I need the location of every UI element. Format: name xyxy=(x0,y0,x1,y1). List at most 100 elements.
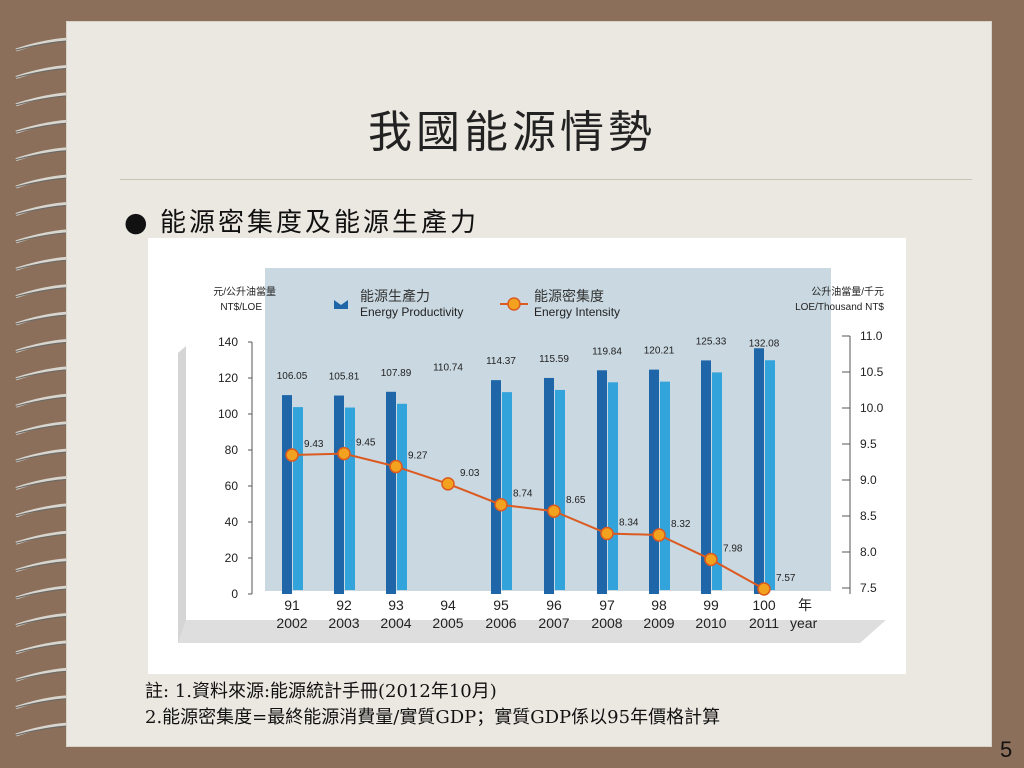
bar-dark xyxy=(491,380,501,594)
right-axis-tick-label: 11.0 xyxy=(860,329,883,343)
bar-value-label: 110.74 xyxy=(433,363,463,374)
x-tick-roc: 98 xyxy=(651,597,667,613)
intensity-value-label: 8.32 xyxy=(671,519,691,530)
x-tick-roc: 93 xyxy=(388,597,404,613)
x-tick-roc: 92 xyxy=(336,597,352,613)
bar-dark xyxy=(754,348,764,594)
bar-value-label: 107.89 xyxy=(381,368,412,379)
right-axis-tick-label: 7.5 xyxy=(860,581,877,595)
intensity-value-label: 8.74 xyxy=(513,489,533,500)
legend-productivity-en: Energy Productivity xyxy=(360,305,463,319)
bar-light xyxy=(502,392,512,590)
legend-intensity-en: Energy Intensity xyxy=(534,305,620,319)
bar-value-label: 132.08 xyxy=(749,338,780,349)
x-tick-roc: 91 xyxy=(284,597,300,613)
title-divider xyxy=(120,179,972,180)
intensity-value-label: 9.43 xyxy=(304,439,324,450)
bar-value-label: 119.84 xyxy=(592,346,622,357)
legend-marker-icon xyxy=(507,297,521,311)
bar-dark xyxy=(282,395,292,594)
chart-frame-left xyxy=(178,346,186,643)
bar-dark xyxy=(386,391,396,594)
right-axis-tick-label: 10.5 xyxy=(860,365,884,379)
intensity-marker xyxy=(494,497,508,512)
bar-value-label: 115.59 xyxy=(539,354,569,365)
x-unit-cn: 年 xyxy=(798,597,812,613)
bar-light xyxy=(765,360,775,590)
right-axis-label-cn: 公升油當量/千元 xyxy=(811,285,884,298)
intensity-marker xyxy=(441,477,455,491)
bar-light xyxy=(660,381,670,590)
bullet-dot-icon: ● xyxy=(124,207,148,238)
right-axis-tick-label: 9.0 xyxy=(860,473,877,487)
left-axis-label-en: NT$/LOE xyxy=(220,302,262,313)
left-axis-tick-label: 40 xyxy=(225,515,239,529)
left-axis-tick-label: 100 xyxy=(218,407,238,421)
right-axis-tick-label: 8.0 xyxy=(860,545,877,559)
bar-light xyxy=(293,407,303,590)
left-axis-label-cn: 元/公升油當量 xyxy=(213,285,276,298)
x-tick-ad: 2004 xyxy=(380,615,411,631)
x-tick-ad: 2009 xyxy=(643,615,674,631)
bar-value-label: 125.33 xyxy=(696,336,727,347)
left-axis-tick-label: 60 xyxy=(225,479,239,493)
bar-dark xyxy=(544,377,554,594)
chart-card: 0 20 40 60 80 100 120 140 元/公升油當量 NT$/LOE 7.5 8.0 8.… xyxy=(148,238,906,674)
x-tick-ad: 2006 xyxy=(485,615,516,631)
right-axis-tick-label: 9.5 xyxy=(860,437,877,451)
intensity-value-label: 9.45 xyxy=(356,438,376,449)
x-tick-ad: 2007 xyxy=(538,615,569,631)
left-axis-tick-label: 80 xyxy=(225,443,239,457)
bar-value-label: 106.05 xyxy=(277,371,308,382)
x-tick-ad: 2003 xyxy=(328,615,359,631)
legend-intensity-cn: 能源密集度 xyxy=(534,288,604,305)
bar-value-label: 120.21 xyxy=(644,346,675,357)
x-tick-roc: 96 xyxy=(546,597,562,613)
intensity-marker xyxy=(389,459,403,474)
x-tick-roc: 100 xyxy=(752,597,776,613)
bar-dark xyxy=(649,369,659,594)
right-axis-tick-label: 10.0 xyxy=(860,401,884,415)
page-number: 5 xyxy=(1000,737,1013,762)
intensity-value-label: 8.65 xyxy=(566,495,586,506)
intensity-marker xyxy=(600,526,614,541)
bar-value-label: 105.81 xyxy=(329,372,360,383)
bar-dark xyxy=(701,360,711,594)
intensity-marker xyxy=(652,528,666,542)
x-tick-roc: 94 xyxy=(440,597,456,613)
bar-dark xyxy=(597,370,607,594)
x-tick-roc: 95 xyxy=(493,597,509,613)
x-tick-ad: 2010 xyxy=(695,615,726,631)
chart-frame-bottom xyxy=(178,620,886,643)
intensity-value-label: 9.27 xyxy=(408,451,428,462)
intensity-value-label: 9.03 xyxy=(460,468,480,479)
left-axis-tick-label: 20 xyxy=(225,551,239,565)
note-source: 註: 1.資料來源:能源統計手冊(2012年10月) xyxy=(145,681,497,702)
bar-value-label: 114.37 xyxy=(486,356,516,367)
intensity-value-label: 7.98 xyxy=(723,543,743,554)
bar-light xyxy=(345,407,355,590)
bar-light xyxy=(555,389,565,590)
page-title: 我國能源情勢 xyxy=(368,107,656,158)
x-tick-roc: 99 xyxy=(703,597,719,613)
energy-chart: 0 20 40 60 80 100 120 140 元/公升油當量 NT$/LOE 7.5 8.0 8.… xyxy=(178,268,886,643)
bar-light xyxy=(397,403,407,590)
left-axis-tick-label: 140 xyxy=(218,335,238,349)
intensity-marker xyxy=(757,582,771,596)
intensity-marker xyxy=(337,446,351,461)
bar-dark xyxy=(334,395,344,594)
legend-productivity-cn: 能源生產力 xyxy=(360,288,430,305)
x-tick-ad: 2011 xyxy=(749,615,779,631)
right-axis-label-en: LOE/Thousand NT$ xyxy=(795,302,884,313)
x-tick-ad: 2005 xyxy=(432,615,463,631)
left-axis-tick-label: 120 xyxy=(218,371,238,385)
intensity-value-label: 7.57 xyxy=(776,573,796,584)
intensity-value-label: 8.34 xyxy=(619,518,639,529)
bullet-text: 能源密集度及能源生產力 xyxy=(160,208,480,238)
bar-light xyxy=(608,382,618,590)
intensity-line xyxy=(291,452,765,590)
intensity-marker xyxy=(547,504,561,518)
right-axis-tick-label: 8.5 xyxy=(860,509,877,523)
note-definition: 2.能源密集度=最終能源消費量/實質GDP；實質GDP係以95年價格計算 xyxy=(145,707,721,728)
intensity-marker xyxy=(285,448,299,462)
